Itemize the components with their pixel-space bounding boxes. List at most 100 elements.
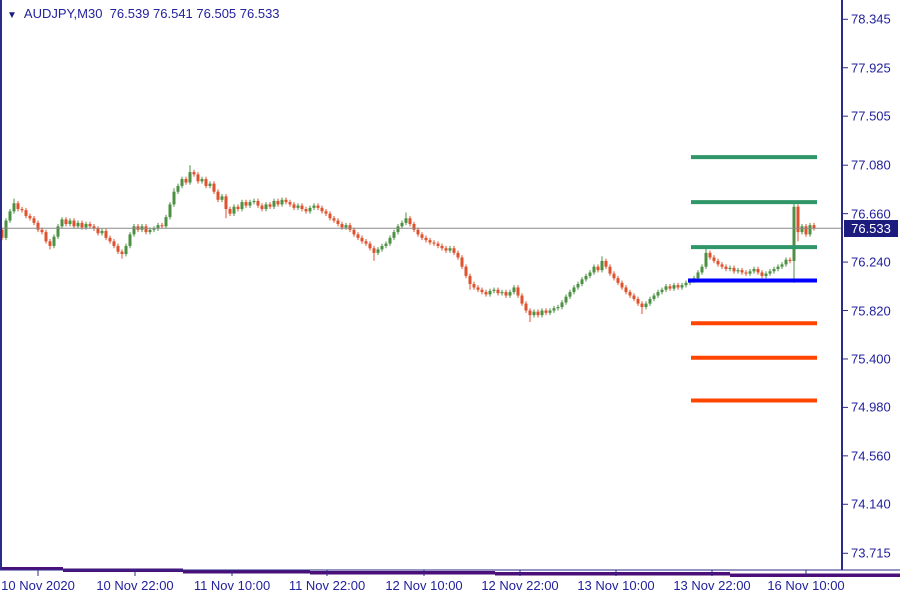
candle-body — [32, 218, 36, 223]
chevron-down-icon[interactable]: ▼ — [7, 10, 17, 21]
candle-body — [540, 310, 544, 316]
candle-body — [296, 205, 300, 208]
candle-body — [792, 206, 796, 261]
candle-body — [488, 290, 492, 295]
x-axis-label: 12 Nov 10:00 — [385, 578, 463, 593]
candle-body — [340, 224, 344, 228]
candle-body — [568, 292, 572, 297]
candle-body — [144, 226, 148, 233]
candle-body — [760, 272, 764, 276]
candle-body — [492, 289, 496, 291]
candle-body — [376, 249, 380, 253]
candle-body — [84, 224, 88, 228]
candle-body — [120, 251, 124, 255]
candle-body — [76, 222, 80, 227]
candle-body — [532, 311, 536, 316]
candle-body — [36, 222, 40, 230]
candle-body — [80, 222, 84, 228]
candle-body — [332, 218, 336, 221]
candle-body — [44, 232, 48, 242]
candle-body — [664, 286, 668, 290]
candle-body — [708, 252, 712, 258]
candle-body — [360, 237, 364, 242]
candle-body — [308, 207, 312, 212]
candle-body — [612, 273, 616, 279]
candle-body — [700, 266, 704, 273]
candle-body — [392, 232, 396, 238]
candle-body — [244, 202, 248, 206]
y-axis-label: 76.240 — [851, 254, 891, 270]
candle-body — [356, 234, 360, 238]
candle-body — [344, 225, 348, 228]
candle-body — [300, 205, 304, 210]
candle-body — [616, 278, 620, 283]
candle-body — [796, 206, 800, 233]
candle-body — [60, 219, 64, 227]
candle-body — [196, 174, 200, 182]
candle-body — [348, 225, 352, 230]
candle-body — [316, 205, 320, 208]
candle-body — [24, 210, 28, 216]
ohlc-values: 76.539 76.541 76.505 76.533 — [109, 6, 280, 21]
candle-body — [744, 272, 748, 274]
candle-body — [40, 229, 44, 233]
candle-body — [604, 260, 608, 267]
candle-body — [380, 245, 384, 250]
candle-body — [480, 289, 484, 293]
candle-body — [808, 225, 812, 235]
candle-body — [28, 215, 32, 219]
candle-body — [444, 248, 448, 251]
candle-body — [624, 287, 628, 293]
candle-body — [580, 279, 584, 284]
candle-body — [520, 295, 524, 304]
candle-body — [696, 272, 700, 279]
candle-body — [236, 206, 240, 210]
candle-body — [504, 292, 508, 296]
candle-body — [440, 245, 444, 249]
candle-body — [668, 286, 672, 289]
candle-body — [804, 226, 808, 235]
candle-body — [408, 218, 412, 225]
step-indicator-line — [730, 573, 900, 577]
x-axis-label: 12 Nov 22:00 — [481, 578, 559, 593]
candle-body — [188, 172, 192, 183]
candle-body — [644, 303, 648, 308]
candle-body — [652, 295, 656, 299]
candle-body — [232, 206, 236, 214]
candle-body — [448, 248, 452, 251]
candle-body — [516, 287, 520, 296]
y-axis-label: 74.560 — [851, 448, 891, 464]
candle-body — [640, 303, 644, 308]
candle-body — [716, 260, 720, 265]
candle-body — [88, 224, 92, 227]
x-axis-label: 10 Nov 2020 — [1, 578, 75, 593]
candle-body — [764, 273, 768, 276]
candle-body — [660, 289, 664, 293]
candle-body — [176, 185, 180, 192]
candle-body — [48, 241, 52, 246]
y-axis-label: 77.925 — [851, 60, 891, 76]
candle-body — [52, 236, 56, 246]
candle-body — [732, 267, 736, 272]
candle-body — [712, 257, 716, 261]
candle-body — [328, 213, 332, 219]
candle-body — [424, 237, 428, 241]
candle-body — [64, 219, 68, 225]
symbol-label: AUDJPY,M30 — [23, 6, 103, 21]
candle-body — [260, 205, 264, 210]
candle-body — [524, 303, 528, 311]
candle-body — [248, 202, 252, 206]
candle-body — [216, 191, 220, 200]
candle-body — [680, 285, 684, 288]
candle-body — [204, 179, 208, 186]
candle-body — [456, 252, 460, 258]
candle-body — [228, 209, 232, 214]
candle-body — [780, 264, 784, 267]
candle-body — [352, 229, 356, 235]
candle-body — [276, 200, 280, 205]
candle-body — [172, 191, 176, 205]
candle-body — [648, 298, 652, 304]
candle-body — [484, 292, 488, 295]
candle-body — [364, 241, 368, 244]
